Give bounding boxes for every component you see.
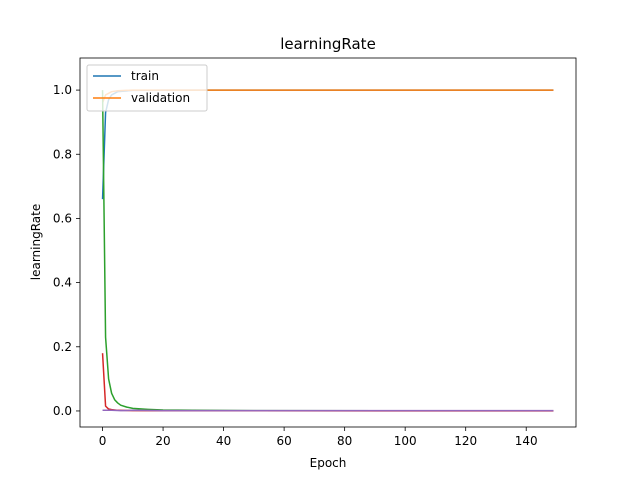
plot-area <box>79 57 577 428</box>
x-tick-label: 140 <box>515 434 538 448</box>
x-tick-label: 40 <box>216 434 231 448</box>
x-tick-label: 0 <box>99 434 107 448</box>
y-axis-ticks: 0.0 0.2 0.4 0.6 0.8 1.0 <box>53 83 80 418</box>
y-tick-label: 1.0 <box>53 83 72 97</box>
x-tick-label: 80 <box>337 434 352 448</box>
chart-title: learningRate <box>280 35 376 53</box>
plot-background <box>80 58 576 427</box>
plot-frame <box>79 57 577 428</box>
x-tick-label: 20 <box>155 434 170 448</box>
x-tick-label: 100 <box>394 434 417 448</box>
y-tick-label: 0.2 <box>53 340 72 354</box>
y-axis-label: learningRate <box>29 204 43 280</box>
x-axis-ticks: 0 20 40 60 80 100 120 140 <box>99 427 538 448</box>
legend-label-validation: validation <box>131 91 190 105</box>
legend-label-train: train <box>131 69 159 83</box>
y-tick-label: 0.8 <box>53 147 72 161</box>
y-tick-label: 0.0 <box>53 404 72 418</box>
y-tick-label: 0.6 <box>53 211 72 225</box>
y-tick-label: 0.4 <box>53 276 72 290</box>
legend: train validation <box>86 64 208 112</box>
x-tick-label: 60 <box>276 434 291 448</box>
x-tick-label: 120 <box>454 434 477 448</box>
x-axis-label: Epoch <box>310 456 347 470</box>
